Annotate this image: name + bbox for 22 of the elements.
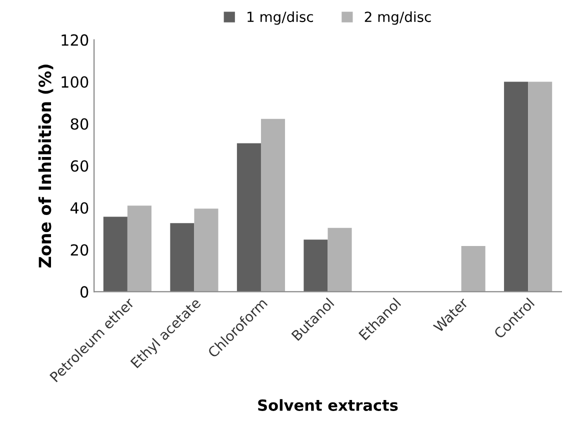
bar [528, 82, 552, 292]
bar [304, 240, 328, 292]
bar [504, 82, 528, 292]
y-tick-label: 20 [70, 244, 88, 256]
legend-label: 1 mg/disc [248, 11, 313, 25]
y-tick-label: 0 [80, 286, 88, 298]
y-tick-label: 100 [62, 76, 88, 88]
y-tick-label: 120 [62, 34, 88, 46]
bar [194, 208, 218, 292]
y-tick-label: 60 [70, 160, 88, 172]
bar [328, 228, 352, 292]
legend-label: 2 mg/disc [364, 11, 431, 25]
bar [103, 216, 128, 292]
bar [170, 223, 194, 292]
y-tick-label: 40 [70, 202, 88, 214]
bar [236, 143, 261, 292]
bar [127, 206, 152, 292]
y-tick-label: 80 [70, 118, 88, 130]
x-axis-title: Solvent extracts [258, 399, 398, 411]
bar [260, 118, 286, 292]
y-axis-title: Zone of Inhibition (%) [38, 64, 54, 268]
bar [461, 246, 486, 292]
